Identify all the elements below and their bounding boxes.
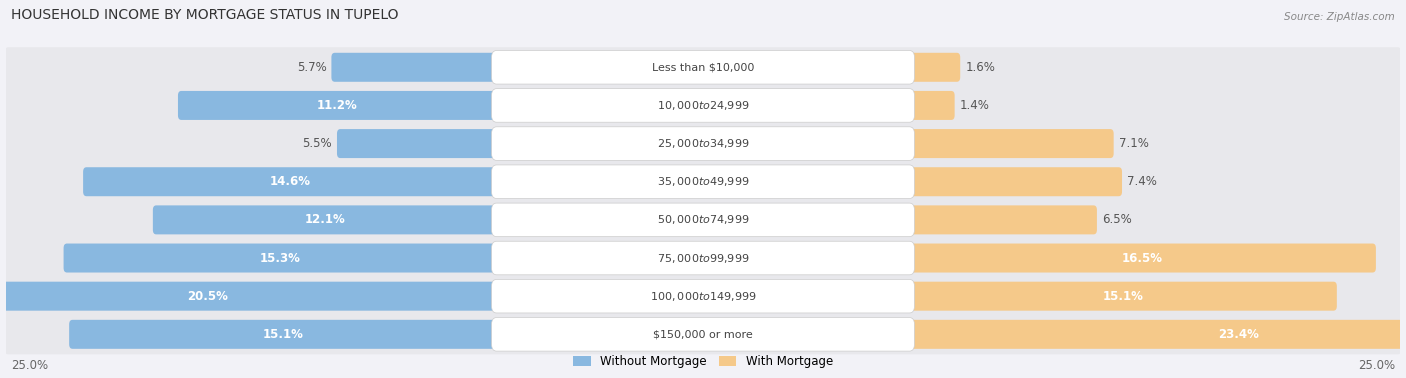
FancyBboxPatch shape [337, 129, 498, 158]
Text: $75,000 to $99,999: $75,000 to $99,999 [657, 251, 749, 265]
FancyBboxPatch shape [492, 165, 914, 198]
FancyBboxPatch shape [908, 282, 1337, 311]
Text: 5.5%: 5.5% [302, 137, 332, 150]
FancyBboxPatch shape [492, 318, 914, 351]
Legend: Without Mortgage, With Mortgage: Without Mortgage, With Mortgage [568, 350, 838, 373]
FancyBboxPatch shape [492, 89, 914, 122]
Text: 23.4%: 23.4% [1218, 328, 1260, 341]
FancyBboxPatch shape [908, 243, 1376, 273]
Text: HOUSEHOLD INCOME BY MORTGAGE STATUS IN TUPELO: HOUSEHOLD INCOME BY MORTGAGE STATUS IN T… [11, 8, 399, 22]
Text: 25.0%: 25.0% [11, 359, 48, 372]
FancyBboxPatch shape [492, 279, 914, 313]
Text: $10,000 to $24,999: $10,000 to $24,999 [657, 99, 749, 112]
Text: $100,000 to $149,999: $100,000 to $149,999 [650, 290, 756, 303]
Text: 15.1%: 15.1% [263, 328, 304, 341]
Text: 15.1%: 15.1% [1102, 290, 1143, 303]
Text: 25.0%: 25.0% [1358, 359, 1395, 372]
Text: $50,000 to $74,999: $50,000 to $74,999 [657, 213, 749, 226]
Text: 15.3%: 15.3% [260, 251, 301, 265]
FancyBboxPatch shape [63, 243, 498, 273]
FancyBboxPatch shape [4, 314, 1402, 354]
Text: 20.5%: 20.5% [187, 290, 228, 303]
Text: 1.4%: 1.4% [960, 99, 990, 112]
FancyBboxPatch shape [4, 124, 1402, 164]
Text: $150,000 or more: $150,000 or more [654, 329, 752, 339]
FancyBboxPatch shape [908, 129, 1114, 158]
FancyBboxPatch shape [908, 320, 1406, 349]
FancyBboxPatch shape [4, 276, 1402, 316]
FancyBboxPatch shape [492, 51, 914, 84]
Text: 7.1%: 7.1% [1119, 137, 1149, 150]
FancyBboxPatch shape [908, 53, 960, 82]
FancyBboxPatch shape [492, 127, 914, 160]
FancyBboxPatch shape [4, 200, 1402, 240]
FancyBboxPatch shape [153, 205, 498, 234]
Text: 6.5%: 6.5% [1102, 213, 1132, 226]
Text: Less than $10,000: Less than $10,000 [652, 62, 754, 72]
Text: 11.2%: 11.2% [318, 99, 359, 112]
Text: 5.7%: 5.7% [297, 61, 326, 74]
FancyBboxPatch shape [4, 162, 1402, 202]
FancyBboxPatch shape [492, 241, 914, 275]
Text: 14.6%: 14.6% [270, 175, 311, 188]
FancyBboxPatch shape [69, 320, 498, 349]
FancyBboxPatch shape [4, 238, 1402, 278]
FancyBboxPatch shape [4, 47, 1402, 87]
FancyBboxPatch shape [83, 167, 498, 196]
FancyBboxPatch shape [492, 203, 914, 237]
Text: Source: ZipAtlas.com: Source: ZipAtlas.com [1284, 11, 1395, 22]
Text: 12.1%: 12.1% [305, 213, 346, 226]
FancyBboxPatch shape [908, 205, 1097, 234]
FancyBboxPatch shape [4, 85, 1402, 125]
Text: 7.4%: 7.4% [1128, 175, 1157, 188]
Text: $25,000 to $34,999: $25,000 to $34,999 [657, 137, 749, 150]
FancyBboxPatch shape [908, 167, 1122, 196]
FancyBboxPatch shape [179, 91, 498, 120]
Text: 1.6%: 1.6% [966, 61, 995, 74]
Text: 16.5%: 16.5% [1122, 251, 1163, 265]
FancyBboxPatch shape [0, 282, 498, 311]
FancyBboxPatch shape [908, 91, 955, 120]
Text: $35,000 to $49,999: $35,000 to $49,999 [657, 175, 749, 188]
FancyBboxPatch shape [332, 53, 498, 82]
